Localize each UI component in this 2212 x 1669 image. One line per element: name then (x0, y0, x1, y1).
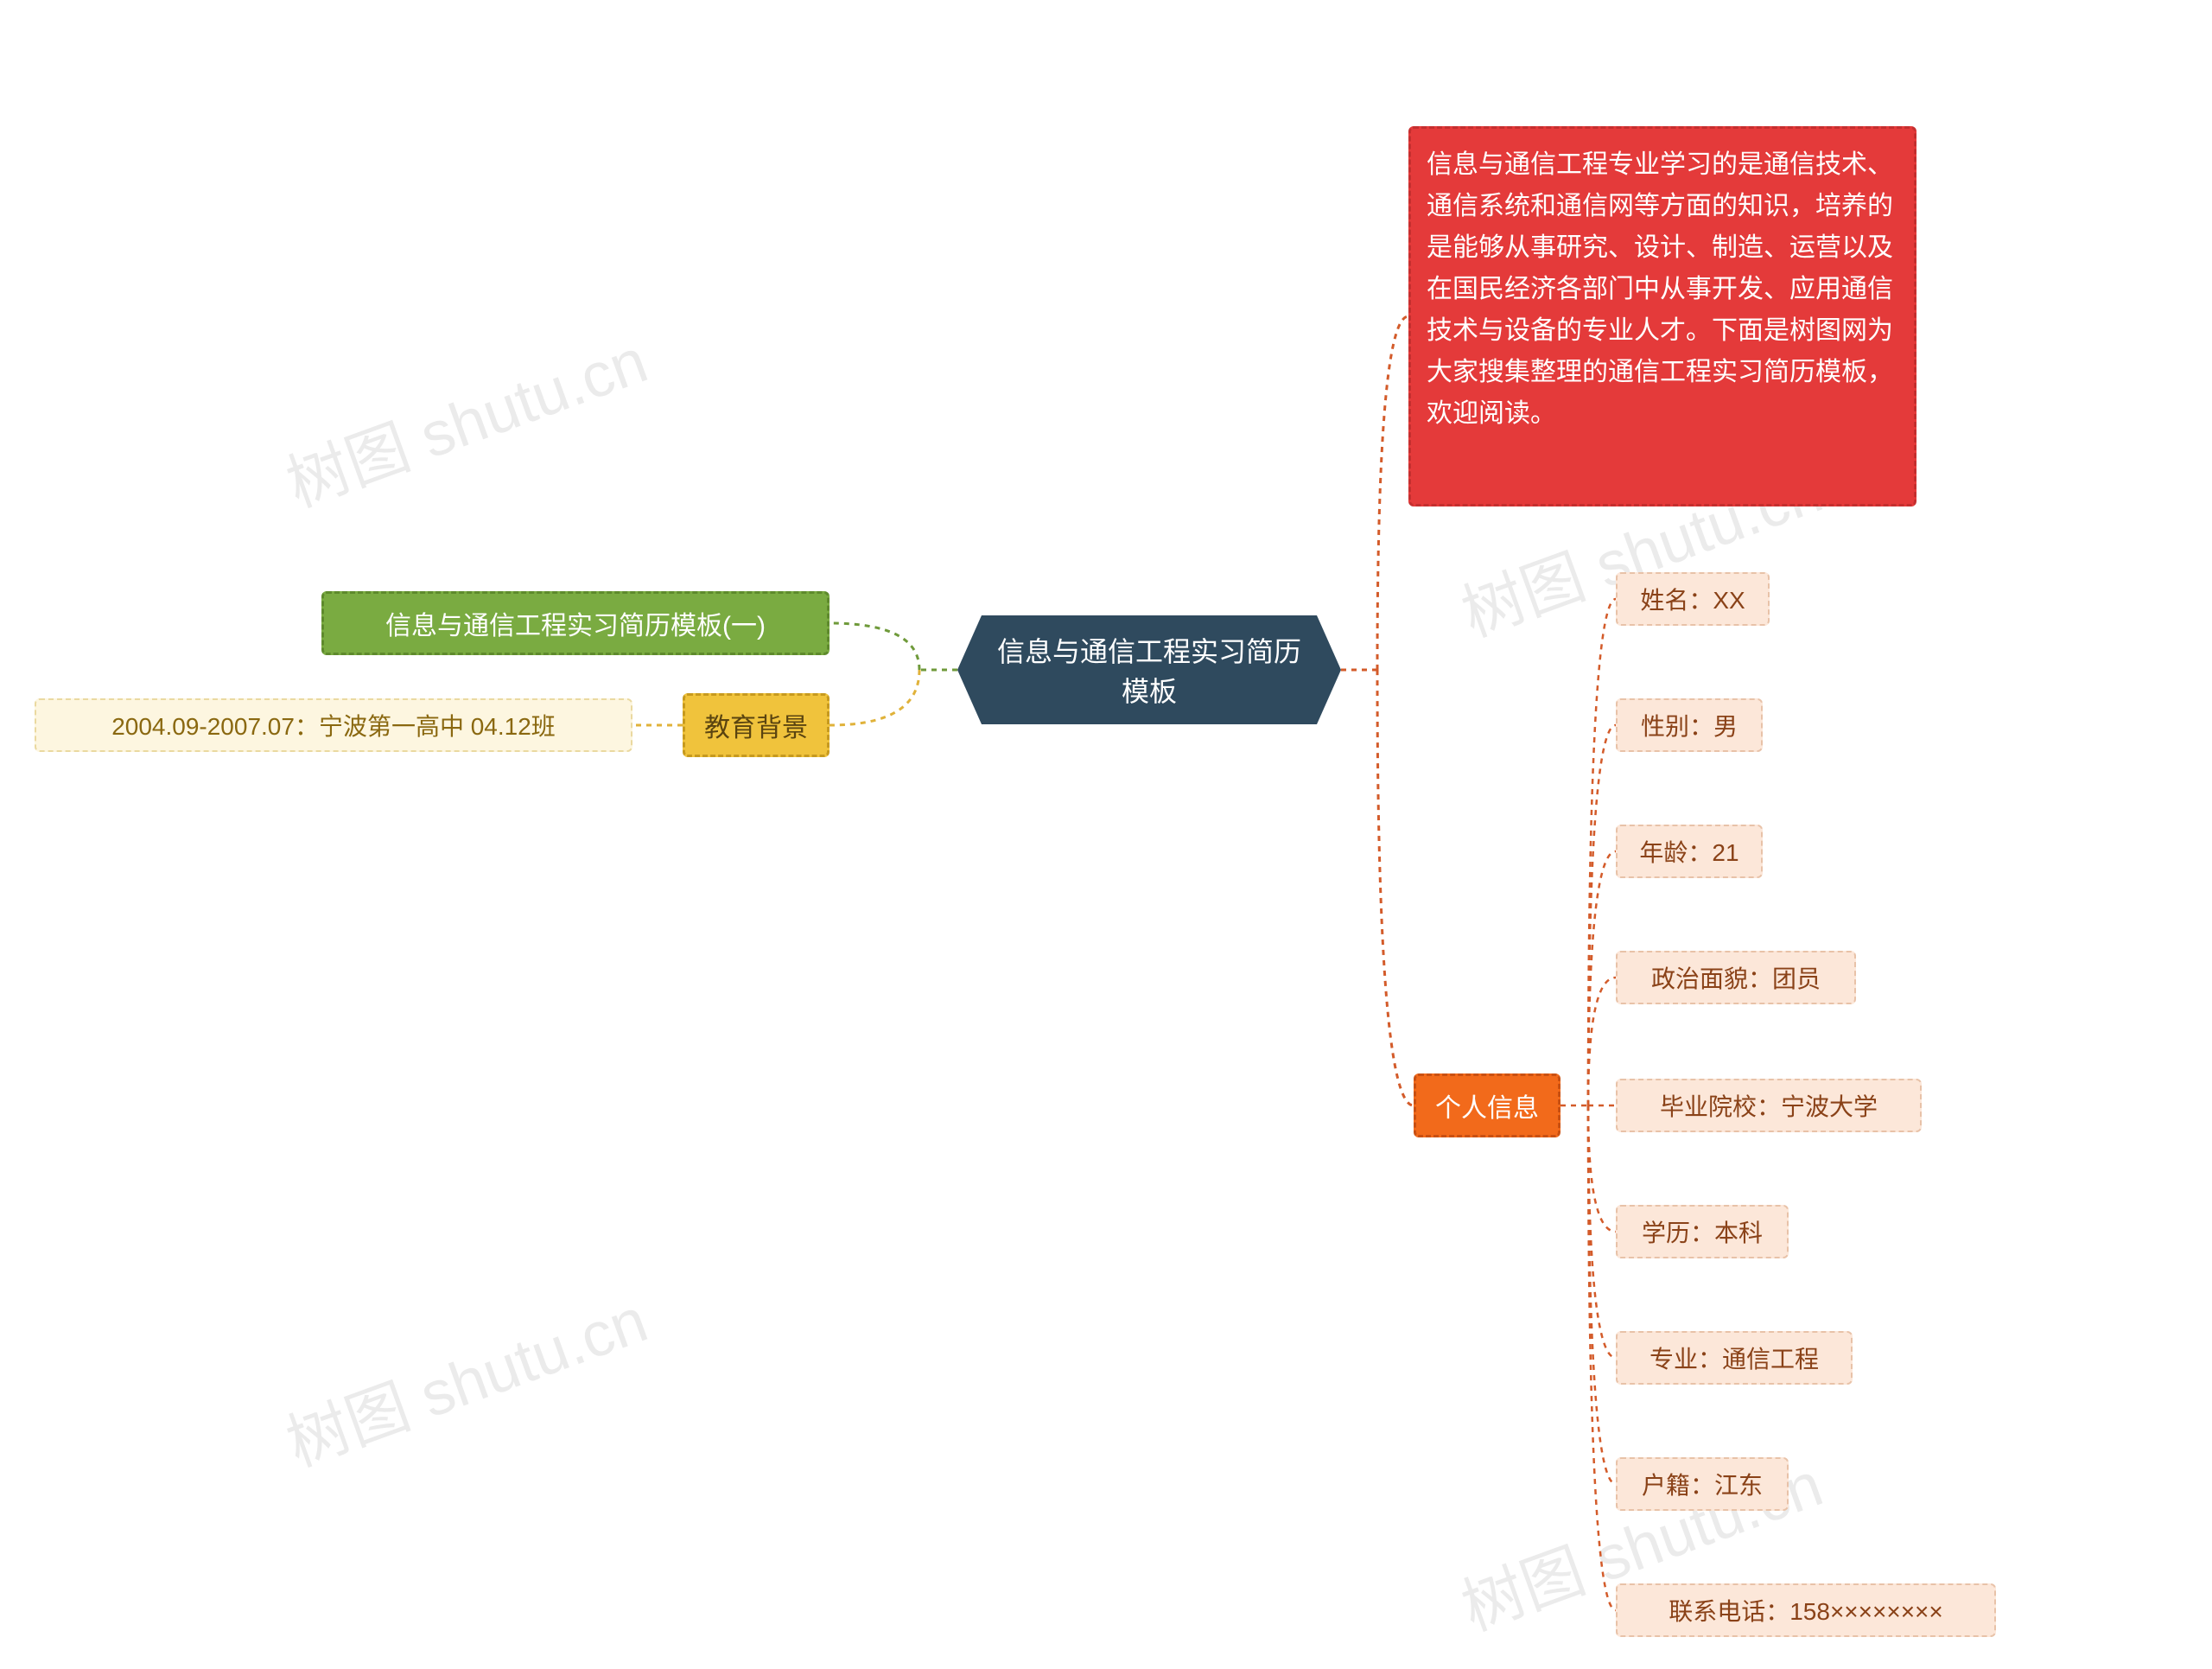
description-node[interactable]: 信息与通信工程专业学习的是通信技术、通信系统和通信网等方面的知识，培养的是能够从… (1408, 126, 1916, 506)
template-1-node[interactable]: 信息与通信工程实习简历模板(一) (321, 591, 830, 655)
watermark: 树图 shutu.cn (272, 1270, 658, 1484)
leaf-age[interactable]: 年龄：21 (1616, 825, 1763, 878)
education-item-node[interactable]: 2004.09-2007.07：宁波第一高中 04.12班 (35, 698, 632, 752)
leaf-label: 政治面貌：团员 (1651, 960, 1821, 995)
leaf-label: 姓名：XX (1640, 582, 1745, 616)
education-node[interactable]: 教育背景 (683, 693, 830, 757)
leaf-political[interactable]: 政治面貌：团员 (1616, 951, 1856, 1004)
mindmap-canvas: 树图 shutu.cn 树图 shutu.cn 树图 shutu.cn 树图 s… (0, 0, 2212, 1669)
leaf-degree[interactable]: 学历：本科 (1616, 1205, 1789, 1258)
root-node[interactable]: 信息与通信工程实习简历 模板 (957, 615, 1341, 724)
leaf-gender[interactable]: 性别：男 (1616, 698, 1763, 752)
education-label: 教育背景 (704, 706, 808, 744)
education-item-label: 2004.09-2007.07：宁波第一高中 04.12班 (111, 708, 556, 742)
template-1-label: 信息与通信工程实习简历模板(一) (385, 604, 766, 642)
leaf-label: 联系电话：158×××××××× (1669, 1593, 1943, 1628)
leaf-phone[interactable]: 联系电话：158×××××××× (1616, 1583, 1996, 1637)
leaf-label: 毕业院校：宁波大学 (1660, 1088, 1878, 1123)
personal-info-node[interactable]: 个人信息 (1414, 1073, 1560, 1137)
description-text: 信息与通信工程专业学习的是通信技术、通信系统和通信网等方面的知识，培养的是能够从… (1427, 144, 1898, 435)
leaf-major[interactable]: 专业：通信工程 (1616, 1331, 1853, 1385)
leaf-hukou[interactable]: 户籍：江东 (1616, 1457, 1789, 1511)
leaf-name[interactable]: 姓名：XX (1616, 572, 1770, 626)
leaf-label: 性别：男 (1641, 708, 1738, 742)
leaf-school[interactable]: 毕业院校：宁波大学 (1616, 1079, 1922, 1132)
personal-info-label: 个人信息 (1435, 1086, 1539, 1124)
leaf-label: 年龄：21 (1639, 834, 1738, 869)
leaf-label: 专业：通信工程 (1649, 1341, 1819, 1375)
leaf-label: 学历：本科 (1642, 1214, 1763, 1249)
leaf-label: 户籍：江东 (1642, 1467, 1763, 1501)
root-label: 信息与通信工程实习简历 模板 (997, 630, 1301, 710)
watermark: 树图 shutu.cn (272, 310, 658, 525)
